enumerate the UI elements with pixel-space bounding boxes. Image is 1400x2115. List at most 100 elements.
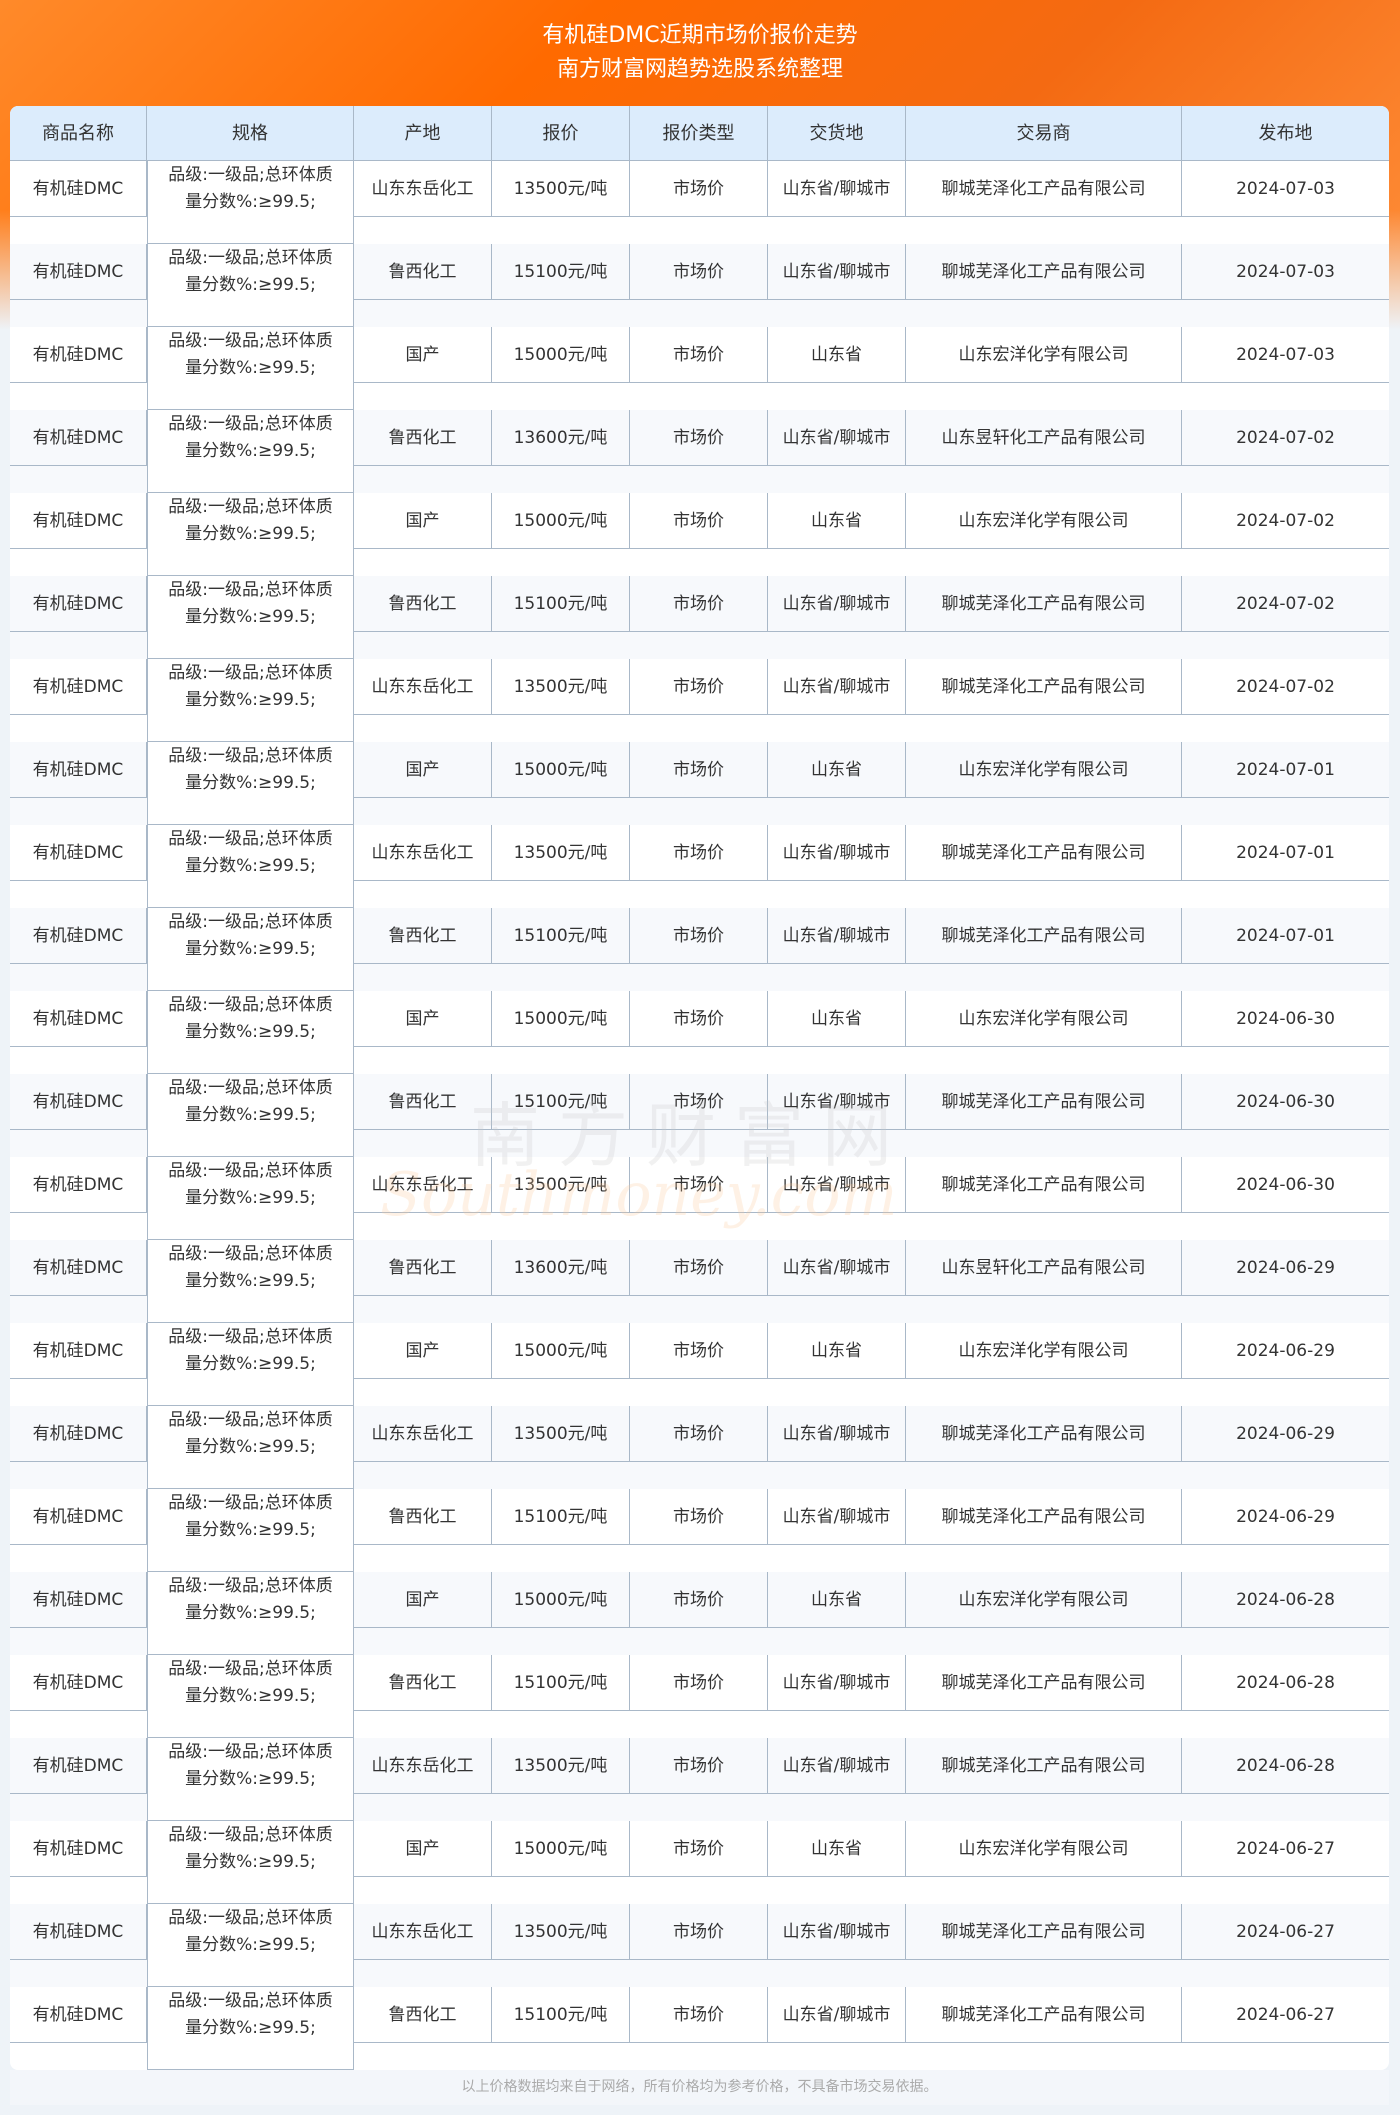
table-row: 有机硅DMC 品级:一级品;总环体质量分数%:≥99.5; 鲁西化工 13600元/吨…: [10, 410, 1389, 493]
cell-delivery-place: 山东省/聊城市: [768, 659, 906, 715]
table-row: 有机硅DMC 品级:一级品;总环体质量分数%:≥99.5; 鲁西化工 15100元/吨…: [10, 1987, 1389, 2070]
cell-price: 13500元/吨: [492, 1406, 630, 1462]
cell-delivery-place: 山东省: [768, 1323, 906, 1379]
cell-origin: 国产: [354, 1572, 492, 1628]
cell-trader: 山东宏洋化学有限公司: [906, 493, 1182, 549]
cell-spec: 品级:一级品;总环体质量分数%:≥99.5;: [147, 1904, 354, 1987]
table-row: 有机硅DMC 品级:一级品;总环体质量分数%:≥99.5; 山东东岳化工 13500元…: [10, 1406, 1389, 1489]
cell-publish-date: 2024-06-30: [1182, 1074, 1389, 1130]
cell-price-type: 市场价: [630, 1240, 768, 1296]
column-header-publish-date: 发布地: [1258, 123, 1313, 144]
cell-origin: 鲁西化工: [354, 244, 492, 300]
table-row: 有机硅DMC 品级:一级品;总环体质量分数%:≥99.5; 山东东岳化工 13500元…: [10, 659, 1389, 742]
cell-spec: 品级:一级品;总环体质量分数%:≥99.5;: [147, 991, 354, 1074]
cell-origin: 鲁西化工: [354, 576, 492, 632]
cell-price-type: 市场价: [630, 1904, 768, 1960]
cell-publish-date: 2024-06-27: [1182, 1987, 1389, 2043]
cell-price: 15100元/吨: [492, 1655, 630, 1711]
cell-delivery-place: 山东省/聊城市: [768, 1240, 906, 1296]
cell-trader: 山东宏洋化学有限公司: [906, 1323, 1182, 1379]
cell-trader: 聊城芜泽化工产品有限公司: [906, 825, 1182, 881]
cell-delivery-place: 山东省/聊城市: [768, 908, 906, 964]
column-header-product-name: 商品名称: [10, 106, 147, 161]
cell-publish-date: 2024-07-02: [1182, 576, 1389, 632]
column-header-price: 报价: [492, 106, 630, 161]
cell-publish-date: 2024-07-03: [1182, 244, 1389, 300]
cell-price: 15100元/吨: [492, 908, 630, 964]
cell-origin: 鲁西化工: [354, 1987, 492, 2043]
cell-publish-date: 2024-06-29: [1182, 1323, 1389, 1379]
cell-spec: 品级:一级品;总环体质量分数%:≥99.5;: [147, 327, 354, 410]
cell-delivery-place: 山东省/聊城市: [768, 161, 906, 217]
cell-delivery-place: 山东省: [768, 991, 906, 1047]
cell-price-type: 市场价: [630, 1323, 768, 1379]
cell-delivery-place: 山东省: [768, 327, 906, 383]
cell-publish-date: 2024-07-02: [1182, 493, 1389, 549]
cell-price-type: 市场价: [630, 1157, 768, 1213]
cell-spec: 品级:一级品;总环体质量分数%:≥99.5;: [147, 908, 354, 991]
cell-publish-date: 2024-07-02: [1182, 659, 1389, 715]
cell-product-name: 有机硅DMC: [10, 1489, 147, 1545]
cell-product-name: 有机硅DMC: [10, 1157, 147, 1213]
cell-trader: 聊城芜泽化工产品有限公司: [906, 576, 1182, 632]
cell-spec: 品级:一级品;总环体质量分数%:≥99.5;: [147, 742, 354, 825]
cell-price: 15000元/吨: [492, 1323, 630, 1379]
cell-spec: 品级:一级品;总环体质量分数%:≥99.5;: [147, 1074, 354, 1157]
table-row: 有机硅DMC 品级:一级品;总环体质量分数%:≥99.5; 山东东岳化工 13500元…: [10, 1738, 1389, 1821]
cell-product-name: 有机硅DMC: [10, 161, 147, 217]
cell-trader: 聊城芜泽化工产品有限公司: [906, 659, 1182, 715]
cell-spec: 品级:一级品;总环体质量分数%:≥99.5;: [147, 161, 354, 244]
cell-delivery-place: 山东省/聊城市: [768, 1738, 906, 1794]
cell-trader: 山东昱轩化工产品有限公司: [906, 410, 1182, 466]
cell-trader: 聊城芜泽化工产品有限公司: [906, 1157, 1182, 1213]
cell-delivery-place: 山东省/聊城市: [768, 1074, 906, 1130]
cell-trader: 聊城芜泽化工产品有限公司: [906, 1406, 1182, 1462]
cell-price-type: 市场价: [630, 742, 768, 798]
cell-origin: 国产: [354, 327, 492, 383]
cell-origin: 鲁西化工: [354, 1489, 492, 1545]
cell-publish-date: 2024-06-28: [1182, 1738, 1389, 1794]
cell-delivery-place: 山东省/聊城市: [768, 576, 906, 632]
cell-price-type: 市场价: [630, 825, 768, 881]
cell-trader: 山东宏洋化学有限公司: [906, 1821, 1182, 1877]
cell-spec: 品级:一级品;总环体质量分数%:≥99.5;: [147, 1738, 354, 1821]
cell-trader: 山东昱轩化工产品有限公司: [906, 1240, 1182, 1296]
cell-trader: 聊城芜泽化工产品有限公司: [906, 1655, 1182, 1711]
cell-spec: 品级:一级品;总环体质量分数%:≥99.5;: [147, 493, 354, 576]
cell-price: 13500元/吨: [492, 161, 630, 217]
cell-origin: 山东东岳化工: [354, 825, 492, 881]
cell-delivery-place: 山东省/聊城市: [768, 1987, 906, 2043]
cell-product-name: 有机硅DMC: [10, 1987, 147, 2043]
cell-price-type: 市场价: [630, 576, 768, 632]
table-row: 有机硅DMC 品级:一级品;总环体质量分数%:≥99.5; 国产 15000元/吨 市场…: [10, 1572, 1389, 1655]
cell-price: 15100元/吨: [492, 244, 630, 300]
table-row: 有机硅DMC 品级:一级品;总环体质量分数%:≥99.5; 鲁西化工 15100元/吨…: [10, 1655, 1389, 1738]
cell-product-name: 有机硅DMC: [10, 908, 147, 964]
cell-product-name: 有机硅DMC: [10, 1323, 147, 1379]
table-row: 有机硅DMC 品级:一级品;总环体质量分数%:≥99.5; 国产 15000元/吨 市场…: [10, 1323, 1389, 1406]
cell-delivery-place: 山东省/聊城市: [768, 410, 906, 466]
cell-price-type: 市场价: [630, 1406, 768, 1462]
cell-publish-date: 2024-06-29: [1182, 1406, 1389, 1462]
cell-publish-date: 2024-07-03: [1182, 161, 1389, 217]
cell-price-type: 市场价: [630, 1572, 768, 1628]
cell-publish-date: 2024-06-28: [1182, 1655, 1389, 1711]
cell-publish-date: 2024-06-28: [1182, 1572, 1389, 1628]
cell-spec: 品级:一级品;总环体质量分数%:≥99.5;: [147, 244, 354, 327]
cell-origin: 山东东岳化工: [354, 1904, 492, 1960]
cell-price: 15100元/吨: [492, 1489, 630, 1545]
cell-price: 15000元/吨: [492, 327, 630, 383]
table-row: 有机硅DMC 品级:一级品;总环体质量分数%:≥99.5; 国产 15000元/吨 市场…: [10, 327, 1389, 410]
cell-product-name: 有机硅DMC: [10, 244, 147, 300]
cell-price-type: 市场价: [630, 1738, 768, 1794]
cell-spec: 品级:一级品;总环体质量分数%:≥99.5;: [147, 659, 354, 742]
cell-trader: 聊城芜泽化工产品有限公司: [906, 1904, 1182, 1960]
price-table: 商品名称 规格 产地 报价 报价类型 交货地 交易商 发布地 有机硅DMC 品级:一级品;总环体…: [10, 106, 1389, 2070]
cell-spec: 品级:一级品;总环体质量分数%:≥99.5;: [147, 825, 354, 908]
cell-trader: 聊城芜泽化工产品有限公司: [906, 244, 1182, 300]
table-row: 有机硅DMC 品级:一级品;总环体质量分数%:≥99.5; 国产 15000元/吨 市场…: [10, 991, 1389, 1074]
cell-publish-date: 2024-06-30: [1182, 991, 1389, 1047]
page-subtitle: 南方财富网趋势选股系统整理: [556, 57, 843, 82]
cell-origin: 鲁西化工: [354, 1240, 492, 1296]
cell-spec: 品级:一级品;总环体质量分数%:≥99.5;: [147, 410, 354, 493]
